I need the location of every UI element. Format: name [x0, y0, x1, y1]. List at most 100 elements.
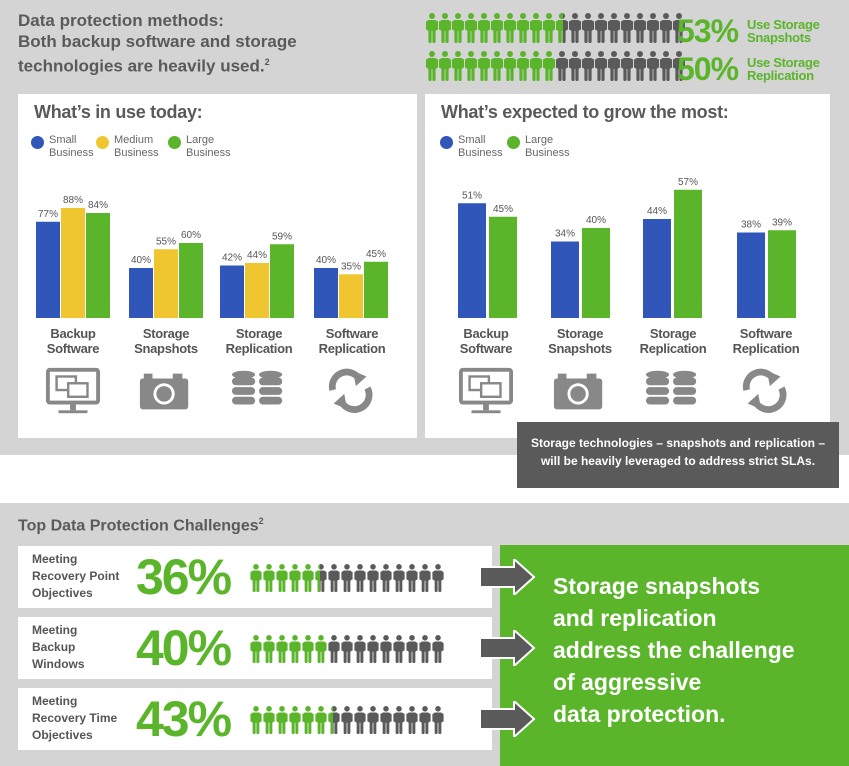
legend-dot-icon [507, 136, 520, 149]
person-icon [380, 635, 392, 663]
bar-small-business [737, 232, 765, 318]
data-label: 40% [586, 215, 606, 226]
person-icon [276, 706, 288, 734]
database-icon [231, 370, 283, 405]
bar-small-business [458, 203, 486, 318]
person-icon [439, 13, 451, 43]
data-label: 34% [555, 229, 575, 240]
arrow-right-icon [480, 630, 536, 666]
data-label: 59% [272, 231, 292, 242]
challenge-label: Meeting Recovery Point Objectives [32, 552, 120, 600]
person-icon [315, 635, 327, 663]
camera-icon [139, 373, 189, 410]
person-icon [263, 706, 275, 734]
legend-large-business: Large Business [168, 134, 231, 160]
person-icon [302, 706, 314, 734]
person-icon [328, 564, 340, 592]
data-label: 40% [316, 255, 336, 266]
bar-large-business [582, 228, 610, 318]
person-icon [315, 706, 327, 734]
challenge-label: Meeting Backup Windows [32, 623, 85, 671]
challenge-pct: 43% [136, 691, 232, 747]
bar-medium-business [245, 263, 269, 318]
person-icon [517, 13, 529, 43]
person-icon [673, 51, 685, 81]
person-icon [263, 635, 275, 663]
category-label: Storage Replication [225, 326, 293, 356]
person-icon [406, 706, 418, 734]
person-icon [647, 13, 659, 43]
data-label: 38% [741, 220, 761, 231]
category-label: Software Replication [318, 326, 386, 356]
person-icon [647, 51, 659, 81]
data-label: 42% [222, 253, 242, 264]
person-icon [491, 51, 503, 81]
monitor-icon [458, 367, 514, 414]
chart-in-use-today: 77% 88% 84% 40% 55% 60% 42% 44% 59% 40% 35% 45% [36, 195, 388, 318]
person-icon [263, 564, 275, 592]
person-icon [504, 51, 516, 81]
arrow-right-icon [480, 559, 536, 595]
category-label: Backup Software [459, 326, 513, 356]
legend-dot-icon [440, 136, 453, 149]
person-icon [250, 635, 262, 663]
bar-large-business [179, 243, 203, 318]
bar-large-business [364, 261, 388, 318]
person-icon [328, 635, 340, 663]
person-icon [582, 13, 594, 43]
person-icon [621, 13, 633, 43]
bar-small-business [220, 265, 244, 318]
challenge-pct: 36% [136, 549, 232, 605]
person-icon [432, 635, 444, 663]
stat-label-snapshots: Use Storage Snapshots [747, 17, 820, 45]
person-icon [419, 635, 431, 663]
person-icon [530, 51, 542, 81]
headline: Data protection methods: Both backup sof… [18, 10, 398, 77]
chart-expected-growth: 51% 45% 34% 40% 44% 57% 38% 39% [458, 177, 796, 318]
person-icon [478, 51, 490, 81]
camera-icon [553, 373, 603, 410]
data-label: 84% [88, 200, 108, 211]
person-icon [289, 564, 301, 592]
bar-small-business [314, 268, 338, 318]
challenge-label: Meeting Recovery Time Objectives [32, 694, 118, 742]
person-icon [289, 706, 301, 734]
data-label: 45% [366, 249, 386, 260]
person-icon [556, 13, 564, 43]
people-row-replication [426, 51, 685, 81]
person-icon [406, 564, 418, 592]
challenge-pct: 40% [136, 620, 232, 676]
person-icon [452, 51, 464, 81]
headline-line-2: Both backup software and storage [18, 32, 297, 51]
person-icon [393, 706, 405, 734]
person-icon [543, 13, 555, 43]
person-icon [517, 51, 529, 81]
bar-small-business [643, 219, 671, 318]
sync-icon [328, 368, 373, 413]
person-icon [380, 706, 392, 734]
person-icon [341, 635, 353, 663]
person-icon [439, 51, 451, 81]
person-icon [569, 51, 581, 81]
person-icon [569, 13, 581, 43]
person-icon [419, 706, 431, 734]
person-icon-partial [328, 706, 340, 734]
conclusion-text: Storage snapshots and replication addres… [553, 573, 795, 727]
person-icon [432, 706, 444, 734]
person-icon [393, 635, 405, 663]
person-icon [354, 564, 366, 592]
person-icon [634, 51, 646, 81]
person-icon [660, 51, 672, 81]
stat-pct-replication: 50% [677, 51, 739, 87]
person-icon [341, 564, 353, 592]
panel-title-today: What’s in use today: [34, 102, 203, 122]
legend-dot-icon [96, 136, 109, 149]
data-label: 88% [63, 195, 83, 206]
data-label: 55% [156, 236, 176, 247]
challenges-title: Top Data Protection Challenges2 [18, 516, 264, 535]
bar-small-business [551, 241, 579, 318]
person-icon [426, 51, 438, 81]
category-label: Backup Software [46, 326, 100, 356]
sync-icon [742, 368, 787, 413]
callout-box: Storage technologies – snapshots and rep… [517, 422, 839, 488]
